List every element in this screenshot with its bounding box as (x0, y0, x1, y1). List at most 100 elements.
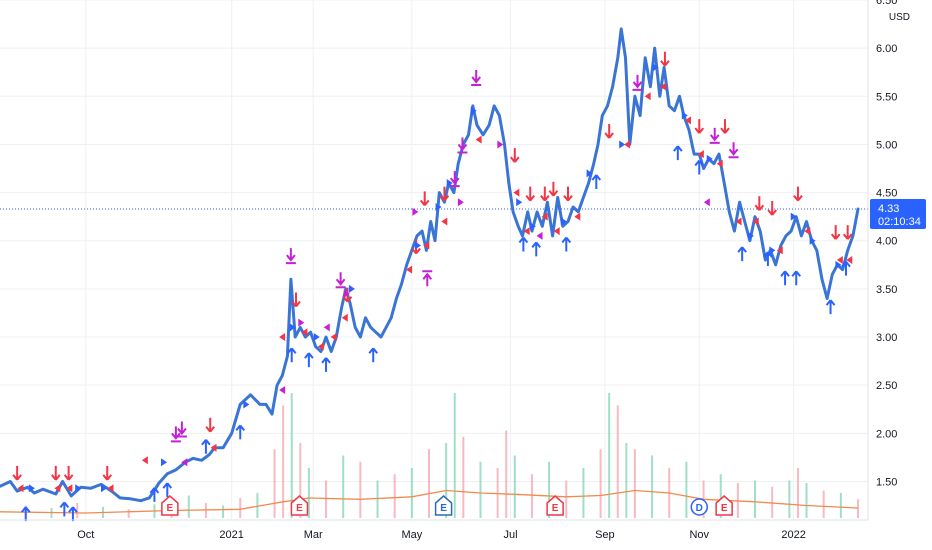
signal-triangle-left (624, 140, 631, 149)
buy-arrow-up (20, 506, 31, 522)
buy-arrow-up (304, 352, 314, 368)
signal-triangle-left (836, 256, 843, 264)
signal-triangle-left (574, 212, 581, 221)
earnings-badge-shape (290, 495, 309, 516)
signal-triangle-right (470, 106, 477, 115)
signal-triangle-left (660, 82, 667, 91)
price-tick-label: 2.00 (876, 428, 897, 440)
earnings-badge[interactable]: E (546, 495, 564, 516)
signal-arrow-down-bar (728, 142, 739, 159)
signal-triangle-right (243, 400, 250, 409)
buy-arrow-up (673, 145, 683, 161)
volume-bar (273, 449, 276, 518)
time-tick-label: Jul (503, 529, 517, 541)
signal-triangle-right (313, 333, 320, 342)
volume-bar (393, 474, 396, 518)
dividend-badge[interactable]: D (690, 498, 709, 516)
price-axis[interactable]: 6.50 6.00 5.50 5.00 4.50 4.00 3.50 3.00 2.50 2.00… (876, 0, 897, 488)
signal-triangle-left (66, 484, 73, 493)
signal-arrow-down-bar (170, 426, 181, 443)
signal-triangle-left (301, 328, 308, 337)
volume-bar (608, 393, 611, 518)
signal-triangle-right (28, 484, 35, 493)
price-tick-label: 5.50 (876, 91, 897, 103)
volume-bar (290, 393, 293, 518)
signal-triangle-right-magenta (412, 207, 419, 216)
signal-triangle-left (441, 217, 448, 226)
time-tick-label: Nov (689, 529, 709, 541)
signal-triangle-right (516, 198, 523, 207)
signal-triangle-left (475, 135, 482, 144)
signal-triangle-right-magenta (497, 140, 504, 149)
signal-triangle-left (341, 313, 348, 322)
signal-triangle-right-magenta (457, 198, 464, 207)
sell-arrow-down (604, 124, 614, 139)
price-tick-label: 2.50 (876, 380, 897, 392)
volume-bar (479, 461, 482, 518)
sell-arrow-down (525, 186, 536, 202)
earnings-badge-shape (546, 495, 564, 516)
price-tick-label: 4.50 (876, 188, 897, 200)
volume-bar (685, 461, 688, 518)
event-badge-label: E (440, 503, 447, 514)
volume-bar (822, 490, 825, 518)
buy-arrow-up (201, 439, 211, 454)
buy-arrow-up (791, 270, 802, 286)
signal-triangle-left-magenta (323, 323, 330, 332)
signal-triangle-left (279, 333, 286, 342)
signal-triangle-right (75, 484, 82, 493)
signal-triangle-right (161, 458, 168, 467)
time-axis[interactable]: Oct 2021 Mar May Jul Sep Nov 2022 (77, 529, 806, 541)
time-tick-label: Mar (304, 529, 323, 541)
buy-arrow-up (531, 241, 542, 257)
signal-arrow-up-bar (422, 270, 433, 287)
earnings-badge[interactable]: E (290, 495, 309, 516)
buy-arrow-up (694, 159, 705, 175)
price-tick-label: 5.00 (876, 139, 897, 151)
volume-bar (299, 443, 302, 518)
grid-lines (0, 0, 868, 520)
earnings-badge[interactable]: E (715, 495, 733, 516)
earnings-badge[interactable]: E (434, 495, 453, 516)
sell-arrow-down (767, 201, 777, 216)
buy-arrow-up (235, 424, 246, 440)
last-price-value: 4.33 (878, 203, 899, 215)
volume-bar (239, 498, 242, 518)
sell-arrow-down (720, 119, 730, 134)
signal-triangle-left (644, 92, 651, 101)
signal-triangle-left (553, 227, 560, 236)
signal-triangle-left (697, 150, 704, 159)
buy-arrow-up (591, 174, 602, 189)
signal-triangle-left (846, 256, 853, 264)
volume-bar (616, 405, 619, 518)
buy-arrow-up (321, 357, 331, 372)
event-badge-label: E (721, 503, 728, 514)
signal-triangle-left (423, 241, 430, 250)
signal-triangle-right (100, 484, 107, 493)
volume-bar (282, 405, 285, 518)
sell-arrow-down (419, 191, 430, 207)
buy-arrow-up (737, 246, 747, 262)
signal-triangle-right (289, 323, 296, 332)
sell-arrow-down (540, 186, 550, 202)
event-badge-label: E (296, 503, 303, 514)
earnings-badge-shape (434, 495, 453, 516)
volume-bar (719, 474, 722, 518)
sell-arrow-down (50, 465, 61, 481)
volume-bar (754, 480, 757, 518)
currency-label: USD (889, 12, 910, 23)
price-tick-label: 1.50 (876, 476, 897, 488)
sell-arrow-down (510, 148, 520, 163)
volume-bar (599, 449, 602, 518)
sell-arrow-down (63, 465, 74, 481)
volume-bar (513, 455, 516, 518)
volume-bar (505, 430, 508, 518)
signal-triangle-left (210, 443, 217, 452)
earnings-badge[interactable]: E (161, 495, 179, 516)
signal-triangle-left (317, 342, 324, 351)
signal-triangle-left (513, 188, 520, 197)
signal-triangle-right (619, 140, 626, 149)
buy-arrow-up (825, 299, 836, 315)
signal-triangle-right (790, 212, 797, 221)
